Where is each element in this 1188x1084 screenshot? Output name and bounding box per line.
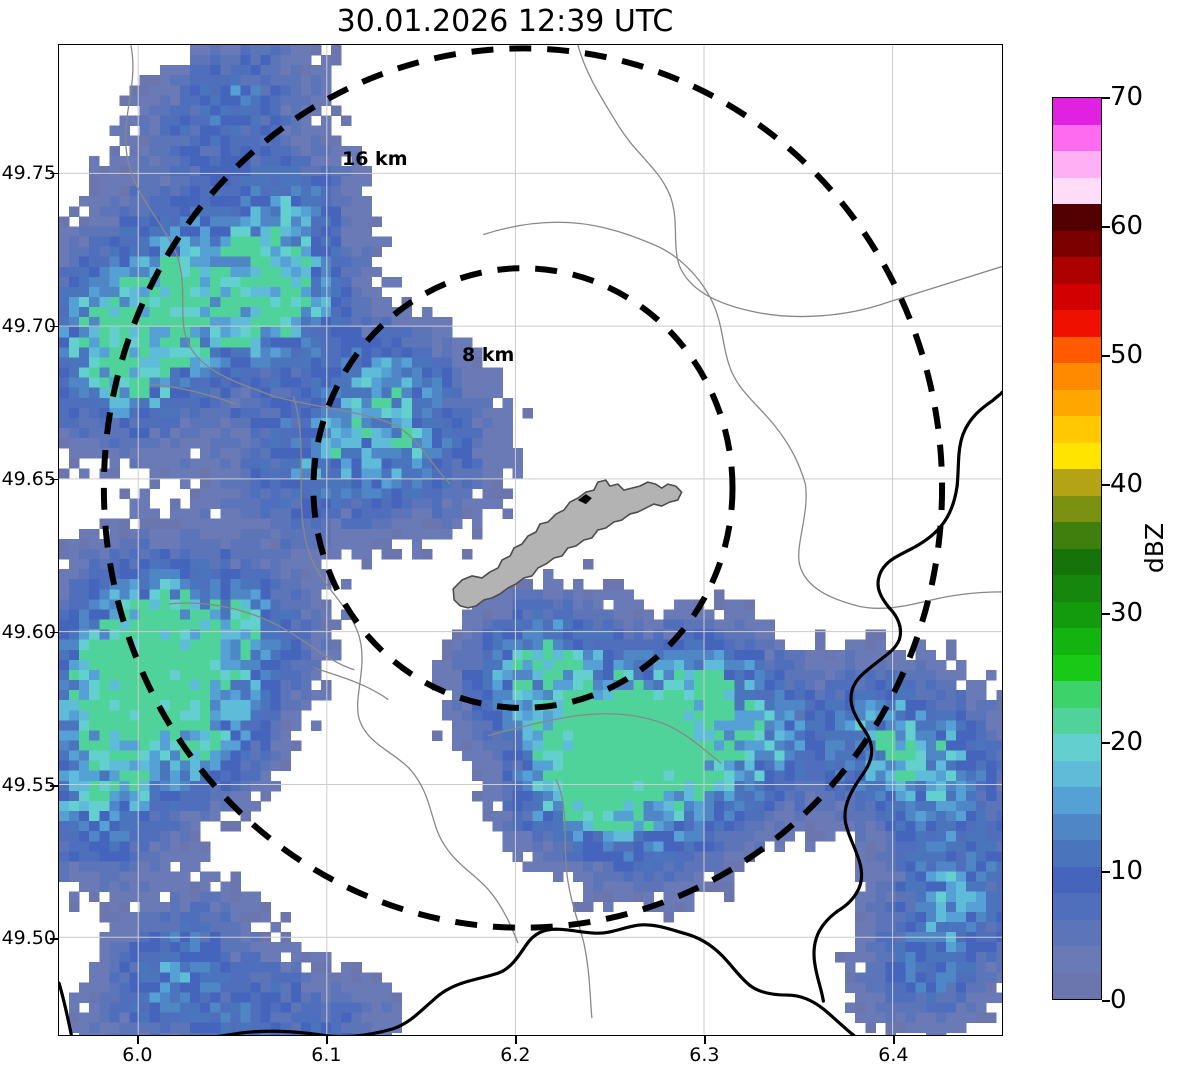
colorbar-segment	[1053, 522, 1101, 549]
x-axis-tick-label: 6.3	[689, 1044, 720, 1066]
map-borders	[59, 45, 1002, 1035]
colorbar-segment	[1053, 442, 1101, 469]
colorbar-segment	[1053, 124, 1101, 151]
colorbar-tick-mark	[1102, 871, 1110, 873]
y-axis-tick-mark	[50, 478, 58, 481]
colorbar-segment	[1053, 230, 1101, 257]
colorbar-segment	[1053, 919, 1101, 946]
colorbar-segment	[1053, 628, 1101, 655]
colorbar-segment	[1053, 98, 1101, 125]
x-axis-tick-mark	[515, 1036, 517, 1044]
colorbar-segment	[1053, 787, 1101, 814]
page-title: 30.01.2026 12:39 UTC	[336, 4, 674, 39]
y-axis-tick-label: 49.60	[1, 620, 56, 643]
y-axis-tick-mark	[50, 784, 58, 787]
colorbar-tick-mark	[1102, 97, 1110, 99]
colorbar-tick-label: 30	[1110, 598, 1144, 628]
x-axis-tick-mark	[893, 1036, 895, 1044]
y-axis-tick-label: 49.50	[1, 927, 56, 950]
colorbar-tick-mark	[1102, 613, 1110, 615]
colorbar-segment	[1053, 204, 1101, 231]
colorbar-segment	[1053, 866, 1101, 893]
colorbar-segment	[1053, 363, 1101, 390]
colorbar-segment	[1053, 495, 1101, 522]
colorbar-segment	[1053, 654, 1101, 681]
x-axis-tick-mark	[137, 1036, 139, 1044]
colorbar-segment	[1053, 734, 1101, 761]
colorbar-tick-label: 50	[1110, 340, 1144, 370]
colorbar-segment	[1053, 601, 1101, 628]
y-axis-tick-label: 49.75	[1, 161, 56, 184]
map-gridlines	[59, 45, 1002, 1035]
y-axis-tick-mark	[50, 938, 58, 940]
colorbar-segment	[1053, 416, 1101, 443]
colorbar-segment	[1053, 283, 1101, 310]
range-ring-label-16km: 16 km	[342, 148, 408, 170]
colorbar-segment	[1053, 575, 1101, 602]
colorbar-tick-mark	[1102, 226, 1110, 228]
colorbar-tick-label: 60	[1110, 211, 1144, 241]
colorbar-segment	[1053, 336, 1101, 363]
y-axis-tick-mark	[50, 172, 58, 175]
y-axis-tick-label: 49.65	[1, 467, 56, 490]
colorbar-segment	[1053, 151, 1101, 178]
colorbar-segment	[1053, 177, 1101, 204]
colorbar-tick-label: 70	[1110, 82, 1144, 112]
colorbar-segment	[1053, 840, 1101, 867]
y-axis-tick-label: 49.55	[1, 773, 56, 796]
x-axis-tick-label: 6.1	[311, 1044, 342, 1066]
x-axis-tick-label: 6.0	[122, 1044, 153, 1066]
colorbar-segment	[1053, 469, 1101, 496]
colorbar-segment	[1053, 548, 1101, 575]
colorbar-segment	[1053, 972, 1101, 999]
colorbar	[1052, 97, 1102, 1000]
radar-map-canvas	[59, 45, 1002, 1035]
colorbar-tick-mark	[1102, 742, 1110, 744]
colorbar-segment	[1053, 310, 1101, 337]
colorbar-tick-mark	[1102, 484, 1110, 486]
y-axis-tick-mark	[50, 325, 58, 328]
y-axis-tick-mark	[50, 631, 58, 634]
colorbar-label: dBZ	[1140, 522, 1169, 574]
y-axis-tick-label: 49.70	[1, 314, 56, 337]
x-axis-tick-label: 6.4	[878, 1044, 909, 1066]
colorbar-tick-label: 20	[1110, 727, 1144, 757]
reflectivity-cells	[59, 45, 1002, 1035]
colorbar-tick-mark	[1102, 1000, 1110, 1002]
x-axis-tick-mark	[326, 1036, 328, 1044]
colorbar-segment	[1053, 946, 1101, 973]
colorbar-segment	[1053, 893, 1101, 920]
colorbar-tick-label: 40	[1110, 469, 1144, 499]
radar-map-axes[interactable]	[58, 44, 1003, 1036]
colorbar-segment	[1053, 681, 1101, 708]
colorbar-segment	[1053, 389, 1101, 416]
range-rings	[100, 45, 946, 931]
x-axis-tick-mark	[704, 1036, 706, 1044]
colorbar-segment	[1053, 257, 1101, 284]
colorbar-tick-label: 0	[1110, 985, 1127, 1015]
colorbar-segment	[1053, 813, 1101, 840]
colorbar-segment	[1053, 760, 1101, 787]
colorbar-tick-label: 10	[1110, 856, 1144, 886]
x-axis-tick-label: 6.2	[500, 1044, 531, 1066]
colorbar-segment	[1053, 707, 1101, 734]
range-ring-label-8km: 8 km	[462, 344, 515, 366]
colorbar-tick-mark	[1102, 355, 1110, 357]
